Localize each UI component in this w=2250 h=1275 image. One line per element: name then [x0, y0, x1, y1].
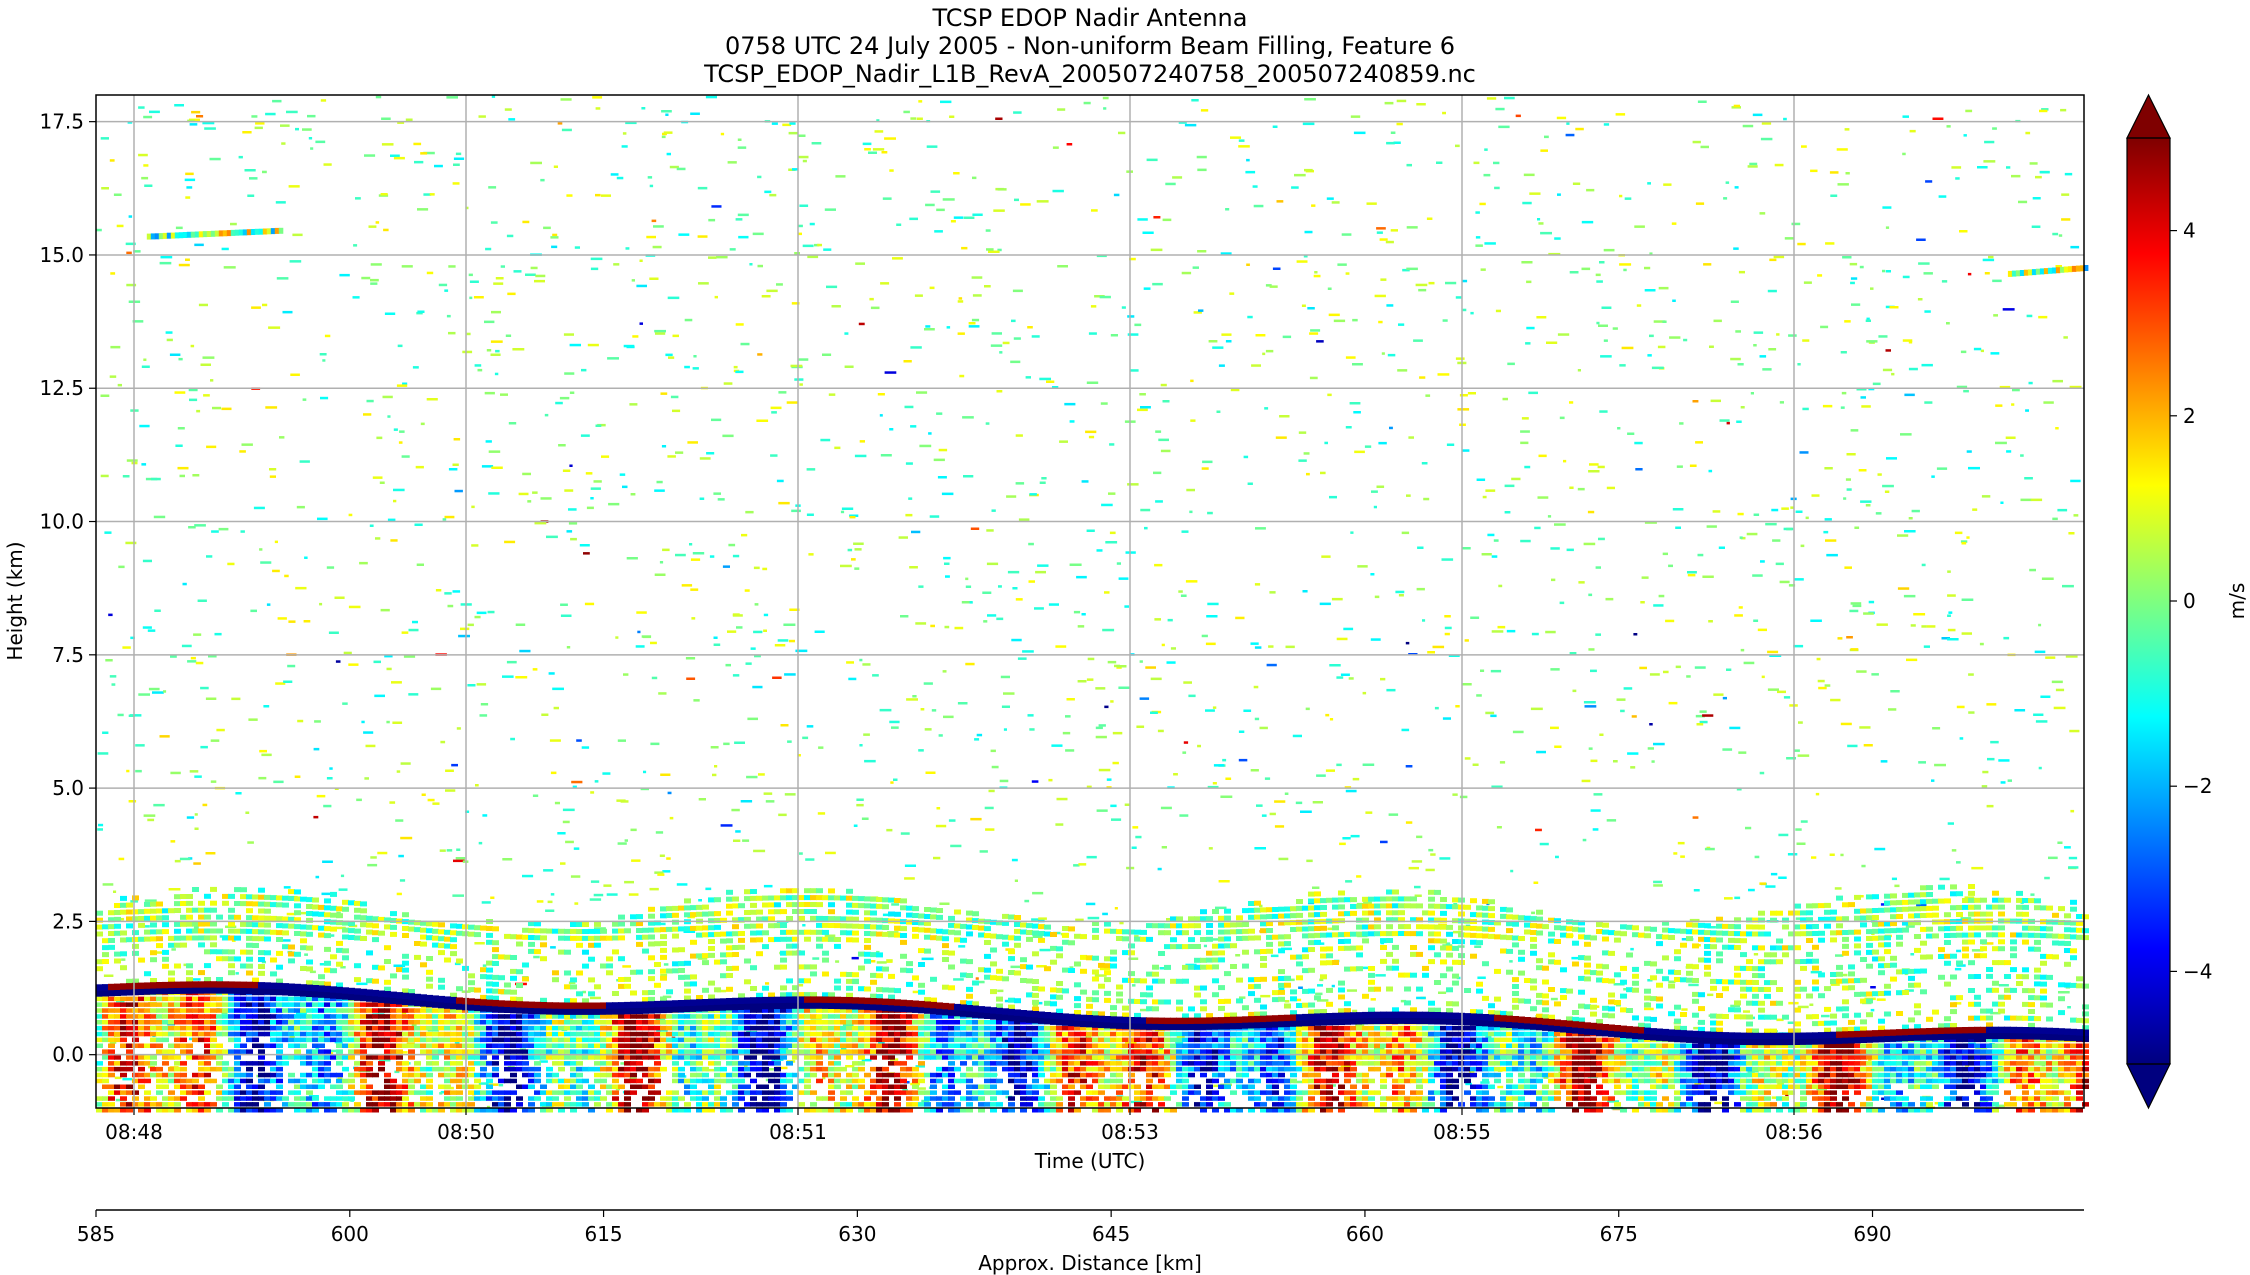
x-tick-label: 08:56 [1765, 1120, 1823, 1144]
colorbar-label: m/s [2225, 583, 2249, 620]
colorbar-ticks: −4 −2 0 2 4 [2170, 219, 2212, 983]
y-tick-label: 10.0 [39, 510, 84, 534]
y-tick-label: 5.0 [52, 776, 84, 800]
y-tick-label: 12.5 [39, 376, 84, 400]
x-tick-label: 08:51 [769, 1120, 827, 1144]
distance-axis-label: Approx. Distance [km] [978, 1251, 1202, 1275]
y-tick-label: 17.5 [39, 110, 84, 134]
distance-tick-label: 690 [1853, 1222, 1891, 1246]
plot-frame [95, 94, 2085, 1109]
distance-tick-label: 630 [838, 1222, 876, 1246]
distance-tick-label: 615 [584, 1222, 622, 1246]
x-tick-label: 08:48 [105, 1120, 163, 1144]
colorbar-tick-label: −4 [2183, 959, 2212, 983]
distance-tick-label: 660 [1346, 1222, 1384, 1246]
chart-subtitle: 0758 UTC 24 July 2005 - Non-uniform Beam… [725, 32, 1455, 60]
x-tick-label: 08:50 [437, 1120, 495, 1144]
y-axis-label: Height (km) [3, 541, 27, 660]
colorbar-gradient [2127, 138, 2170, 1064]
distance-tick-label: 675 [1600, 1222, 1638, 1246]
colorbar: −4 −2 0 2 4 m/s [2126, 93, 2249, 1110]
colorbar-tick-label: 2 [2183, 404, 2196, 428]
colorbar-tick-label: 4 [2183, 219, 2196, 243]
distance-tick-label: 600 [331, 1222, 369, 1246]
colorbar-tick-label: −2 [2183, 774, 2212, 798]
y-tick-label: 2.5 [52, 909, 84, 933]
y-axis: 0.0 2.5 5.0 7.5 10.0 12.5 15.0 17.5 [39, 110, 96, 1067]
chart-filename: TCSP_EDOP_Nadir_L1B_RevA_200507240758_20… [703, 60, 1476, 88]
x-tick-label: 08:55 [1433, 1120, 1491, 1144]
x-tick-label: 08:53 [1101, 1120, 1159, 1144]
x-axis-label: Time (UTC) [1034, 1149, 1146, 1173]
distance-tick-label: 645 [1092, 1222, 1130, 1246]
y-tick-label: 0.0 [52, 1043, 84, 1067]
distance-axis: 585 600 615 630 645 660 675 690 [77, 1209, 2084, 1246]
x-axis: 08:48 08:50 08:51 08:53 08:55 08:56 [105, 1108, 1823, 1144]
chart-title: TCSP EDOP Nadir Antenna [932, 4, 1248, 32]
plot-area [95, 94, 2089, 1113]
grid-lines [96, 95, 2084, 1108]
y-tick-label: 15.0 [39, 243, 84, 267]
distance-tick-label: 585 [77, 1222, 115, 1246]
y-tick-label: 7.5 [52, 643, 84, 667]
colorbar-tick-label: 0 [2183, 589, 2196, 613]
